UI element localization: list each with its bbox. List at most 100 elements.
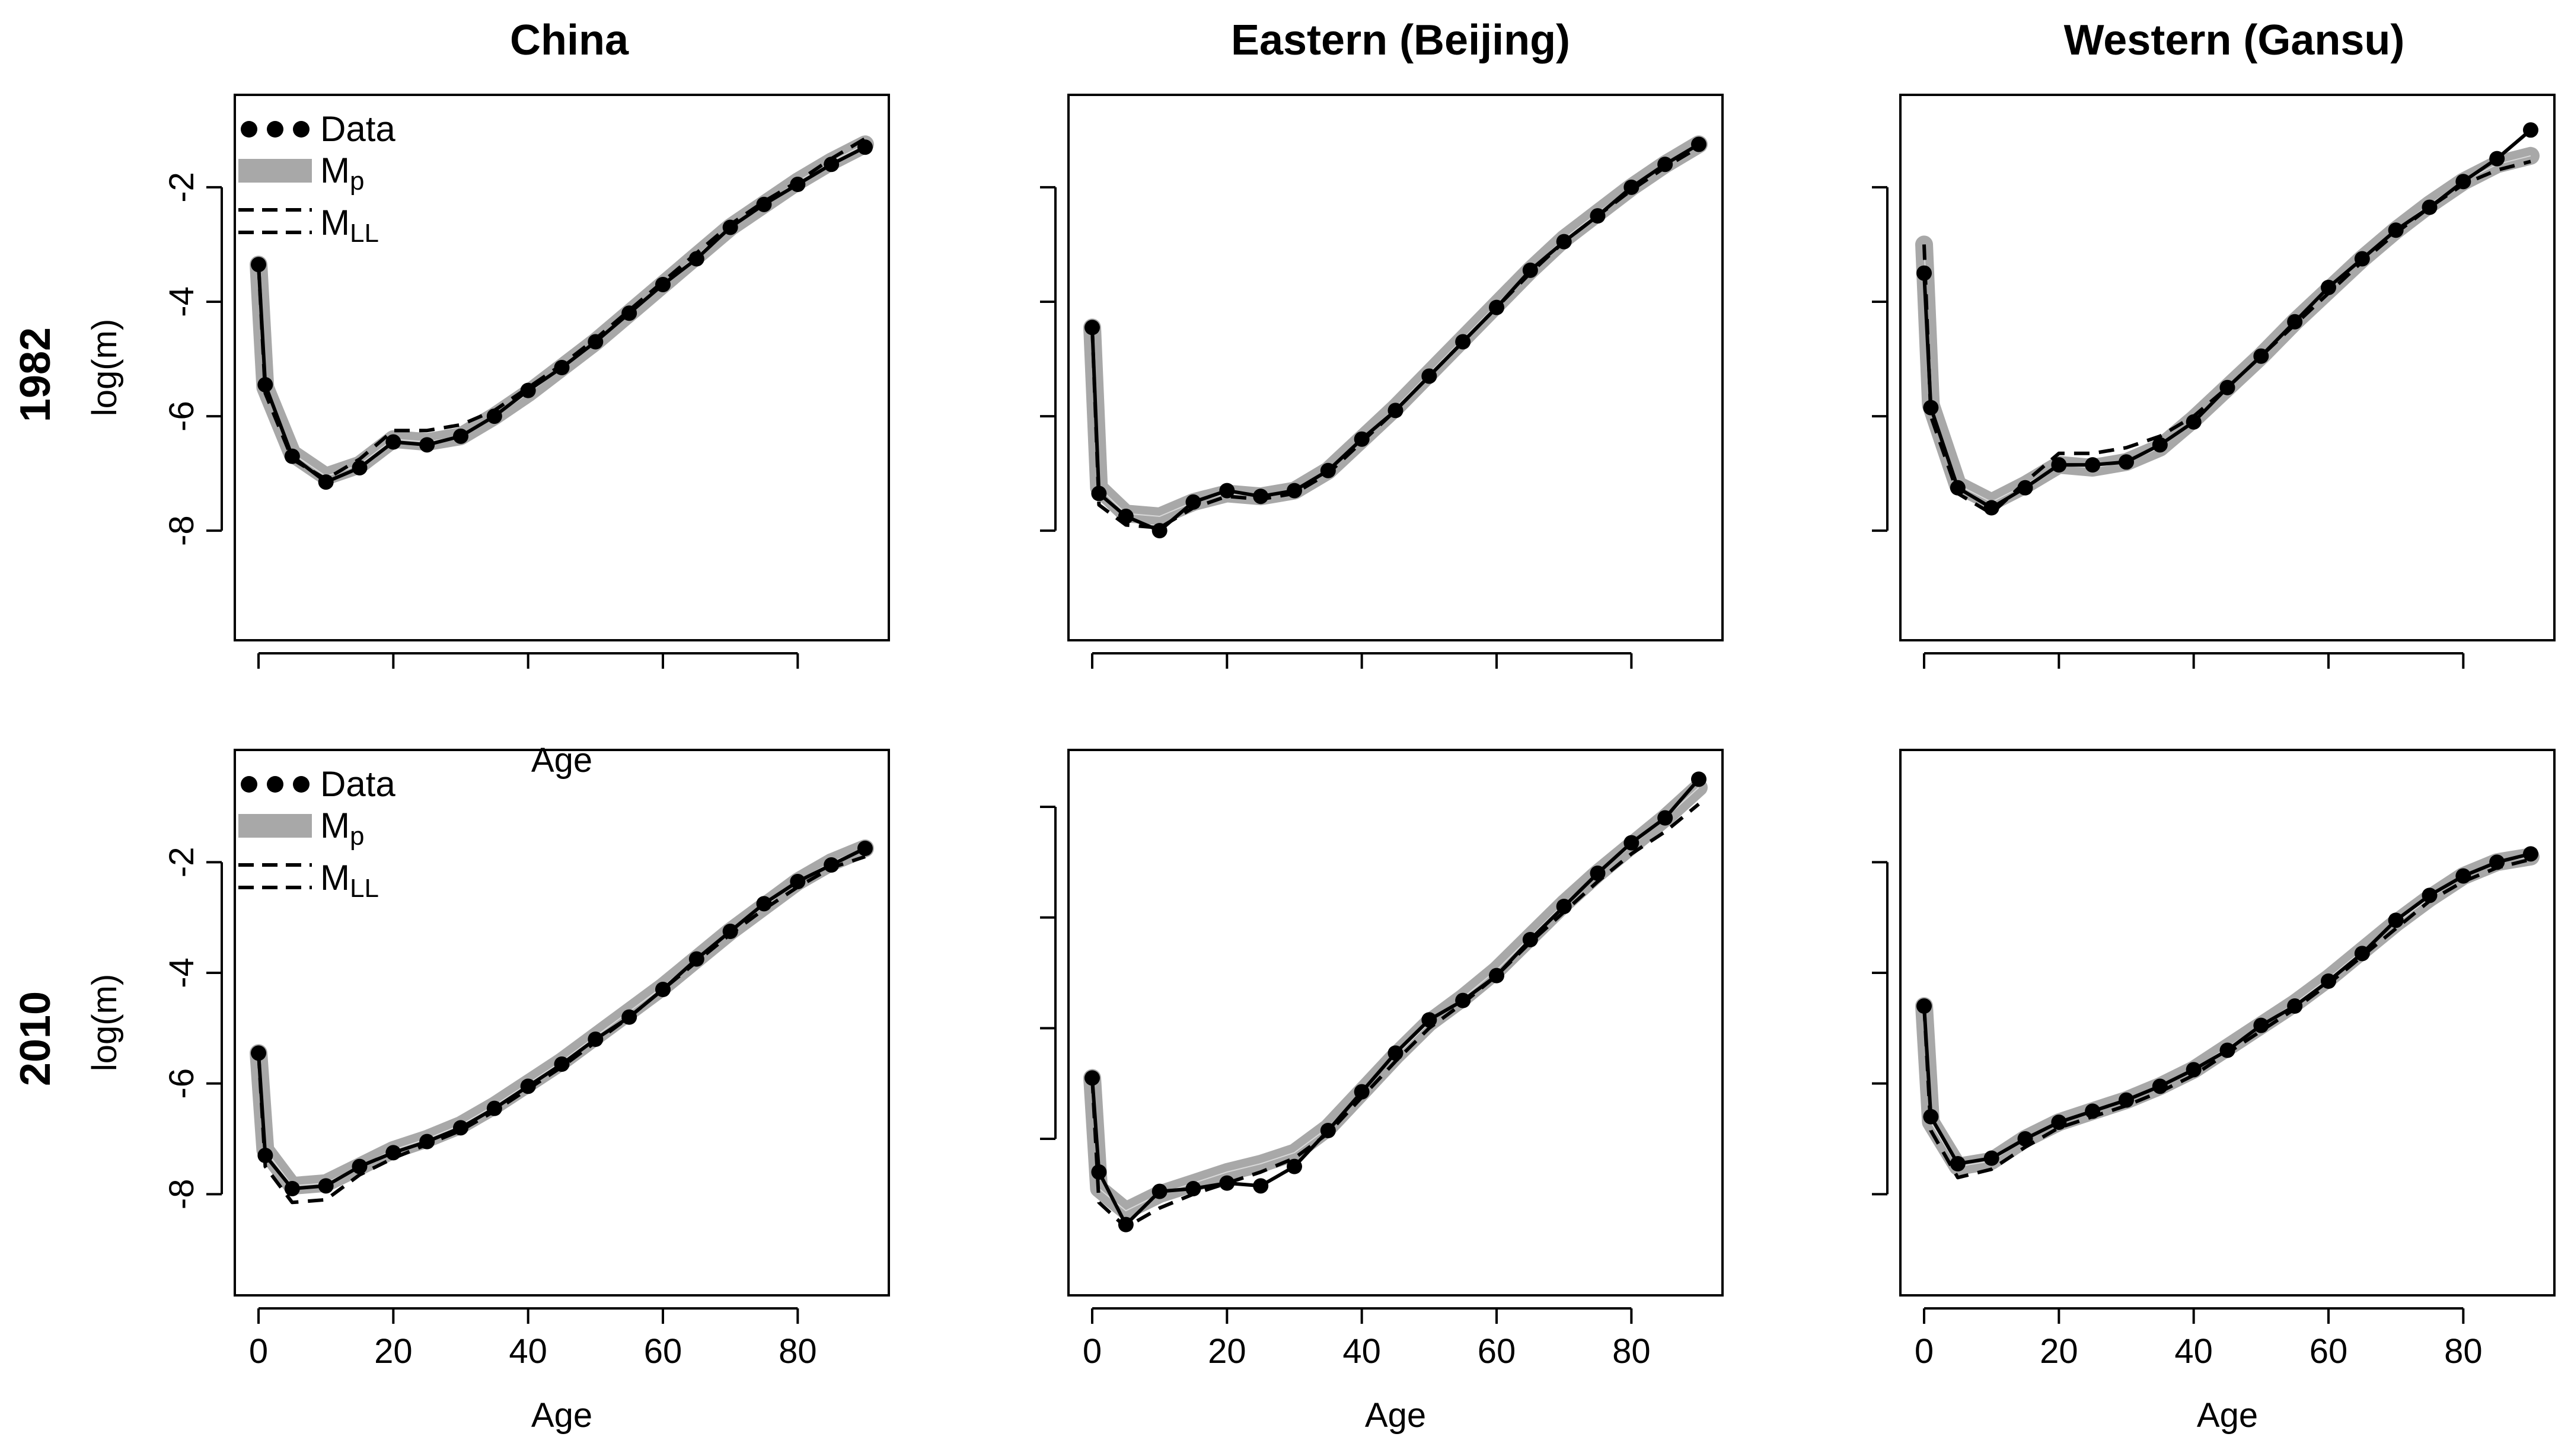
plot-frame: [1899, 749, 2556, 1297]
data-point-age-1: [1923, 1109, 1939, 1125]
data-point-age-75: [756, 896, 772, 912]
data-point-age-50: [1421, 1012, 1437, 1028]
legend-mp-swatch: [238, 814, 312, 838]
data-point-age-75: [1590, 866, 1606, 881]
data-point-age-20: [385, 1145, 401, 1161]
data-point-age-45: [554, 1056, 570, 1072]
legend-data-marker: [267, 776, 283, 793]
data-point-age-55: [2287, 998, 2303, 1014]
data-point-age-0: [251, 1045, 266, 1061]
series-mll-line: [1090, 802, 1700, 1230]
y-tick-label-neg2: -2: [162, 847, 201, 878]
data-point-age-35: [2152, 1078, 2168, 1094]
series-data-line: [257, 145, 866, 484]
series-mll-line: [257, 855, 866, 1205]
series-data-line: [1090, 778, 1701, 1227]
data-point-age-90: [857, 139, 873, 155]
data-point-age-20: [1219, 483, 1235, 499]
data-point-age-40: [1354, 431, 1370, 447]
data-point-age-15: [1185, 1181, 1201, 1196]
legend-data-marker: [293, 121, 310, 138]
data-point-age-1: [1091, 1164, 1107, 1180]
data-point-age-40: [520, 1078, 536, 1094]
data-point-age-30: [1287, 483, 1302, 499]
x-tick-label-80: 80: [2444, 1332, 2483, 1371]
data-point-age-50: [2253, 348, 2269, 364]
data-point-age-55: [2287, 314, 2303, 330]
data-point-age-65: [2354, 251, 2370, 267]
legend-data-marker: [241, 776, 257, 793]
data-point-age-65: [688, 951, 704, 967]
data-point-age-20: [2051, 1115, 2067, 1130]
data-point-age-70: [1556, 234, 1572, 250]
legend-mp-swatch: [238, 159, 312, 183]
x-axis-label: Age: [2197, 1396, 2258, 1435]
y-axis-label: log(m): [85, 974, 124, 1071]
column-title-western-gansu: Western (Gansu): [2064, 17, 2405, 64]
data-point-age-35: [486, 408, 502, 424]
x-axis-label: Age: [531, 741, 592, 780]
data-point-age-10: [1151, 1183, 1168, 1199]
legend-data-marker: [241, 121, 257, 138]
panel-2-3: 0 20 40 60 80 Age: [1872, 749, 2556, 1435]
data-point-age-65: [1522, 262, 1538, 278]
y-tick-label-neg2: -2: [162, 172, 201, 203]
panel-2-2: 0 20 40 60 80 Age: [1040, 749, 1724, 1435]
data-point-age-40: [2186, 1062, 2202, 1078]
data-point-age-5: [284, 1181, 300, 1196]
data-point-age-60: [655, 277, 671, 292]
data-point-age-0: [1916, 265, 1932, 281]
data-point-age-15: [1185, 494, 1201, 510]
data-point-age-5: [1950, 480, 1966, 496]
x-tick-label-20: 20: [374, 1332, 413, 1371]
y-tick-label-neg8: -8: [162, 515, 201, 546]
data-point-age-45: [1387, 1045, 1403, 1061]
plot-frame: [1067, 94, 1724, 641]
series-mp-center: [1092, 787, 1699, 1212]
data-point-age-25: [419, 437, 435, 453]
data-point-age-1: [1091, 486, 1107, 502]
data-point-age-45: [554, 360, 570, 375]
data-point-age-70: [2388, 912, 2404, 928]
data-point-age-45: [2219, 1042, 2235, 1058]
data-point-age-40: [520, 382, 536, 398]
data-point-age-1: [1923, 400, 1939, 416]
data-point-age-55: [621, 1009, 637, 1025]
data-point-age-30: [1287, 1158, 1302, 1174]
plot-frame: [234, 94, 890, 641]
data-point-age-15: [2017, 1131, 2033, 1147]
data-point-age-50: [2253, 1017, 2269, 1033]
data-point-age-85: [824, 857, 840, 873]
panel-1-2: [1040, 94, 1724, 669]
series-mp-band: [1083, 778, 1708, 1220]
x-tick-label-0: 0: [249, 1332, 268, 1371]
panel-1-3: [1872, 94, 2556, 669]
plot-frame: [1067, 749, 1724, 1297]
data-point-age-50: [588, 334, 604, 350]
data-point-age-1: [257, 376, 273, 392]
data-point-age-60: [1489, 968, 1504, 984]
data-point-age-25: [2085, 1103, 2101, 1119]
data-point-age-25: [1253, 488, 1269, 505]
data-point-age-10: [1151, 523, 1168, 539]
legend-data-label: Data: [320, 109, 395, 149]
x-tick-label-40: 40: [509, 1332, 547, 1371]
data-point-age-90: [2523, 846, 2538, 862]
series-mp-band: [1083, 135, 1708, 525]
data-point-age-85: [2489, 854, 2505, 870]
data-point-age-5: [1118, 509, 1134, 525]
series-mll-line: [1922, 159, 2531, 516]
data-point-age-85: [2489, 151, 2505, 167]
data-point-age-30: [453, 428, 468, 444]
data-point-age-85: [1657, 810, 1673, 826]
data-point-age-35: [1320, 1123, 1336, 1138]
x-tick-label-80: 80: [1612, 1332, 1651, 1371]
data-point-age-30: [453, 1120, 468, 1136]
data-point-age-80: [1623, 835, 1639, 851]
x-tick-label-60: 60: [2310, 1332, 2348, 1371]
